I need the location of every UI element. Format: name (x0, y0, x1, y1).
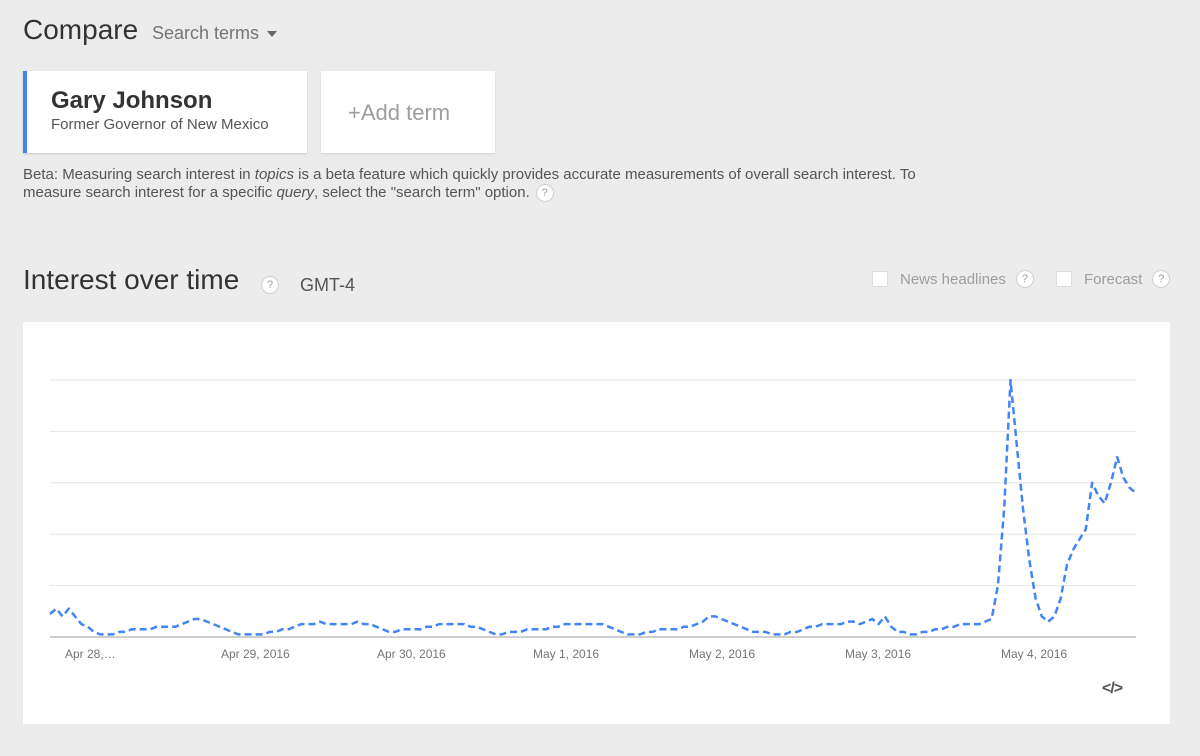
help-icon[interactable]: ? (1015, 270, 1034, 288)
x-tick-label: Apr 28,… (65, 647, 116, 661)
beta-note-text: Beta: Measuring search interest in (23, 166, 255, 183)
news-headlines-label: News headlines (900, 270, 1006, 288)
term-subtitle: Former Governor of New Mexico (51, 116, 269, 133)
section-title: Interest over time (23, 264, 240, 295)
compare-title: Compare (23, 14, 139, 45)
search-terms-dropdown[interactable]: Search terms (152, 23, 278, 44)
embed-code-icon[interactable]: </> (1102, 680, 1123, 697)
add-term-button[interactable]: +Add term (321, 71, 495, 153)
chart-panel: Apr 28,… Apr 29, 2016 Apr 30, 2016 May 1, 2… (23, 322, 1170, 724)
beta-note-text: , select the "search term" option. (313, 184, 530, 201)
caret-down-icon (267, 31, 278, 38)
x-tick-label: May 1, 2016 (533, 647, 599, 661)
search-terms-label: Search terms (152, 23, 260, 43)
term-card[interactable]: Gary Johnson Former Governor of New Mexi… (23, 71, 307, 153)
beta-note-text: is a beta feature which quickly provides… (23, 166, 916, 201)
news-headlines-checkbox[interactable] (872, 271, 888, 287)
term-name: Gary Johnson (51, 87, 213, 114)
beta-note: Beta: Measuring search interest in topic… (23, 166, 953, 203)
beta-note-query: query (276, 184, 314, 201)
news-headlines-toggle[interactable]: News headlines ? (872, 270, 1034, 288)
forecast-toggle[interactable]: Forecast ? (1056, 270, 1171, 288)
forecast-checkbox[interactable] (1056, 271, 1072, 287)
x-tick-label: May 3, 2016 (845, 647, 911, 661)
help-icon[interactable]: ? (1152, 270, 1171, 288)
timezone-label: GMT-4 (300, 275, 356, 295)
interest-chart: Apr 28,… Apr 29, 2016 Apr 30, 2016 May 1, 2… (49, 378, 1137, 661)
x-tick-label: Apr 30, 2016 (377, 647, 446, 661)
forecast-label: Forecast (1084, 270, 1143, 288)
x-tick-label: May 2, 2016 (689, 647, 755, 661)
add-term-label: +Add term (348, 100, 451, 125)
beta-note-topics: topics (254, 166, 294, 183)
help-icon[interactable]: ? (261, 276, 279, 294)
x-tick-label: Apr 29, 2016 (221, 647, 290, 661)
help-icon[interactable]: ? (535, 184, 554, 203)
series-line (49, 378, 1137, 636)
x-tick-label: May 4, 2016 (1001, 647, 1067, 661)
